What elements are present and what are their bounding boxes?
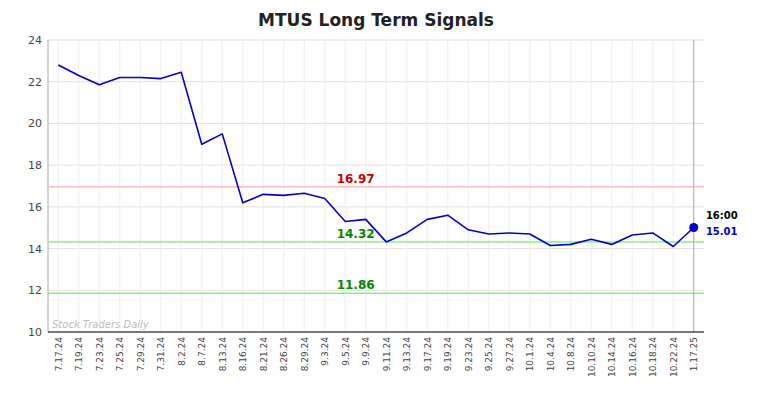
grid-line-y (48, 206, 704, 207)
y-tick-label: 12 (28, 284, 42, 297)
x-tick-label: 9.23.24 (464, 337, 474, 372)
grid-line-y (48, 165, 704, 166)
last-point-line (693, 40, 694, 332)
y-tick-label: 16 (28, 201, 42, 214)
grid-line-y (48, 248, 704, 249)
x-tick-label: 10.22.24 (669, 337, 679, 377)
x-tick-label: 8.29.24 (300, 337, 310, 372)
x-tick-label: 10.8.24 (566, 337, 576, 372)
reference-line (48, 292, 704, 294)
grid-line-y (48, 332, 704, 333)
plot-area (48, 40, 704, 332)
reference-label: 16.97 (337, 172, 375, 186)
x-tick-label: 7.29.24 (136, 337, 146, 372)
grid-line-y (48, 81, 704, 82)
chart: MTUS Long Term Signals 10 12 14 16 18 20 22 24 7.… (0, 0, 784, 398)
x-tick-label: 8.26.24 (279, 337, 289, 372)
y-tick-label: 18 (28, 159, 42, 172)
reference-label: 11.86 (337, 278, 375, 292)
x-tick-label: 9.27.24 (505, 337, 515, 372)
x-tick-label: 10.14.24 (607, 337, 617, 377)
x-tick-label: 9.25.24 (484, 337, 494, 372)
x-tick-label: 9.9.24 (361, 337, 371, 366)
y-tick-label: 14 (28, 243, 42, 256)
x-tick-label: 8.21.24 (259, 337, 269, 372)
x-tick-label: 10.1.24 (525, 337, 535, 372)
x-tick-label: 9.11.24 (382, 337, 392, 372)
x-tick-label: 1.17.25 (689, 337, 699, 371)
y-tick-label: 24 (28, 34, 42, 47)
last-value-label: 15.01 (706, 226, 738, 237)
x-tick-label: 10.4.24 (546, 337, 556, 372)
y-tick-label: 20 (28, 117, 42, 130)
x-axis-line (48, 331, 704, 332)
grid-line-x (693, 40, 694, 332)
x-tick-label: 10.10.24 (587, 337, 597, 377)
y-tick-label: 10 (28, 326, 42, 339)
x-tick-label: 7.17.24 (54, 337, 64, 372)
watermark: Stock Traders Daily (52, 319, 150, 330)
reference-line (48, 186, 704, 188)
x-tick-label: 9.13.24 (402, 337, 412, 372)
x-tick-label: 8.2.24 (177, 337, 187, 366)
x-tick-label: 10.16.24 (628, 337, 638, 377)
x-tick-label: 7.23.24 (95, 337, 105, 372)
x-tick-label: 8.13.24 (218, 337, 228, 372)
x-tick-label: 9.5.24 (341, 337, 351, 366)
title: MTUS Long Term Signals (258, 10, 494, 30)
x-tick-label: 7.31.24 (156, 337, 166, 372)
x-tick-label: 9.3.24 (320, 337, 330, 366)
y-tick-label: 22 (28, 76, 42, 89)
x-tick-label: 10.18.24 (648, 337, 658, 377)
reference-label: 14.32 (337, 227, 375, 241)
x-tick-label: 7.25.24 (115, 337, 125, 372)
grid-line-y (48, 123, 704, 124)
x-tick-label: 8.7.24 (197, 337, 207, 366)
time-label: 16:00 (706, 210, 738, 221)
x-tick-label: 9.19.24 (443, 337, 453, 372)
x-tick-label: 7.19.24 (74, 337, 84, 372)
data-line (58, 65, 694, 246)
grid-line-y (48, 40, 704, 41)
grid-line-y (48, 290, 704, 291)
x-tick-label: 8.16.24 (238, 337, 248, 372)
last-point (689, 223, 698, 232)
x-tick-label: 9.17.24 (423, 337, 433, 372)
